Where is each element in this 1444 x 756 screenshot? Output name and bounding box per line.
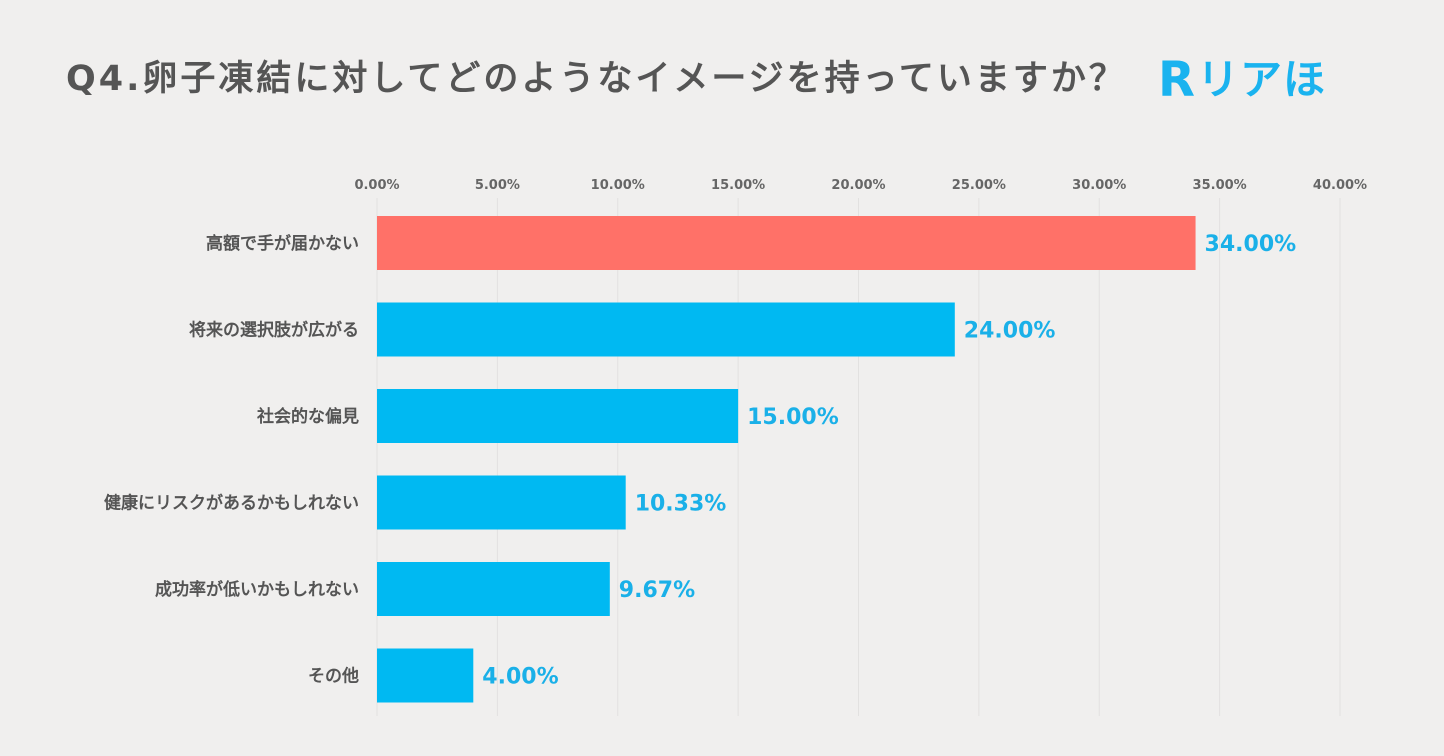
x-tick-label: 30.00% <box>1072 178 1126 193</box>
value-label: 15.00% <box>747 405 839 430</box>
logo-text: リアほ <box>1196 55 1326 104</box>
value-label: 34.00% <box>1205 232 1297 257</box>
x-tick-label: 0.00% <box>354 178 399 193</box>
x-tick-label: 40.00% <box>1313 178 1367 193</box>
gridlines <box>376 198 1341 716</box>
category-labels: 高額で手が届かない将来の選択肢が広がる社会的な偏見健康にリスクがあるかもしれない… <box>104 233 359 687</box>
x-tick-label: 5.00% <box>475 178 520 193</box>
category-label: 将来の選択肢が広がる <box>189 320 359 341</box>
logo-r-icon: R <box>1158 52 1195 108</box>
x-tick-label: 25.00% <box>952 178 1006 193</box>
x-tick-label: 15.00% <box>711 178 765 193</box>
value-label: 9.67% <box>619 578 695 603</box>
chart-title: Q4.卵子凍結に対してどのようなイメージを持っていますか？ <box>66 59 1127 99</box>
category-label: その他 <box>308 666 359 687</box>
brand-logo: R リアほ <box>1158 52 1326 108</box>
value-label: 4.00% <box>482 665 558 690</box>
bars <box>377 216 1196 703</box>
bar <box>377 216 1196 270</box>
bar <box>377 302 955 357</box>
x-tick-label: 10.00% <box>591 178 645 193</box>
value-labels: 34.00% 24.00% 15.00% 10.33% 9.67% 4.00% <box>482 232 1296 690</box>
x-tick-label: 35.00% <box>1193 178 1247 193</box>
category-label: 社会的な偏見 <box>256 406 359 427</box>
bar <box>377 648 474 703</box>
category-label: 健康にリスクがあるかもしれない <box>104 493 359 514</box>
x-axis-ticks: 0.00% 5.00% 10.00% 15.00% 20.00% 25.00% 30.00%… <box>354 178 1367 193</box>
value-label: 10.33% <box>635 492 727 517</box>
category-label: 成功率が低いかもしれない <box>155 579 359 600</box>
bar <box>377 475 626 530</box>
bar <box>377 389 739 443</box>
x-tick-label: 20.00% <box>831 178 885 193</box>
bar <box>377 562 610 616</box>
category-label: 高額で手が届かない <box>206 233 359 254</box>
value-label: 24.00% <box>964 319 1056 344</box>
